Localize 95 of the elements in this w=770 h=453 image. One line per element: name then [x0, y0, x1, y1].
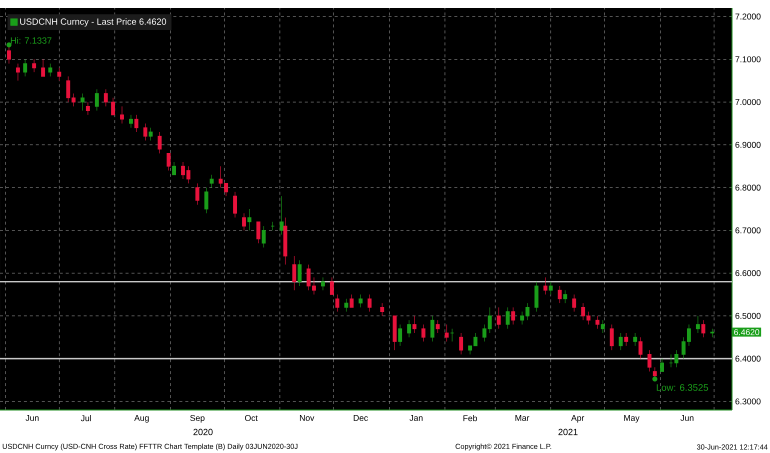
text: 2020: [193, 428, 213, 436]
candlestick: [320, 277, 325, 291]
candlestick: [368, 294, 372, 312]
candlestick: [158, 132, 162, 154]
candlestick: [421, 324, 426, 342]
y-tick-label: 7.1000: [735, 56, 761, 62]
candlestick: [23, 59, 28, 77]
candlestick: [256, 221, 260, 244]
candlestick: [94, 88, 99, 111]
candlestick: [104, 88, 108, 107]
candlestick: [436, 320, 440, 334]
legend-label: USDCNH Curncy - Last Price 6.4620: [20, 18, 166, 27]
candlestick: [148, 127, 153, 141]
y-tick-label: 6.6000: [735, 270, 761, 276]
x-tick-label: May: [624, 415, 640, 423]
candlestick: [143, 123, 148, 141]
candlestick: [696, 316, 700, 334]
x-tick-label: Apr: [571, 415, 584, 423]
candlestick: [534, 281, 538, 312]
candlestick: [57, 68, 62, 81]
candlestick: [335, 294, 340, 312]
candlestick: [292, 256, 296, 291]
x-tick-label: Jan: [410, 415, 423, 421]
candlestick: [638, 336, 642, 359]
candlestick: [624, 332, 628, 346]
candlestick: [660, 358, 664, 372]
candlestick: [633, 332, 638, 346]
candlestick: [380, 302, 384, 316]
candlestick: [298, 260, 302, 286]
candlestick: [412, 316, 416, 334]
candlestick: [444, 324, 449, 342]
candlestick: [172, 162, 176, 176]
candlestick: [430, 316, 434, 342]
x-tick-label: Nov: [300, 415, 314, 421]
candlestick: [496, 307, 501, 330]
candlestick: [166, 153, 171, 171]
annotation: 6.4620: [734, 329, 760, 336]
candlestick: [701, 320, 706, 338]
candlestick: [610, 324, 614, 350]
y-tick-label: 7.0000: [735, 99, 761, 106]
candlestick: [600, 320, 605, 334]
candlestick: [120, 106, 124, 124]
annotation: Hi: 7.1337: [10, 37, 52, 44]
candlestick: [111, 97, 116, 116]
candlestick: [407, 320, 412, 338]
candlestick: [48, 63, 52, 77]
candlestick: [652, 366, 657, 380]
candlestick: [674, 350, 678, 368]
candlestick: [233, 192, 238, 218]
x-tick-label: Aug: [134, 415, 149, 423]
y-tick-label: 6.5000: [735, 312, 761, 319]
candlestick: [134, 114, 138, 132]
candlestick: [195, 183, 200, 206]
candlestick: [41, 59, 46, 77]
x-tick-label: Jun: [26, 415, 39, 421]
y-tick-label: 7.2000: [735, 14, 761, 20]
candlestick: [543, 277, 548, 295]
candlestick: [398, 324, 402, 346]
y-tick-label: 6.8000: [735, 184, 761, 191]
x-tick-label: Jul: [80, 415, 91, 422]
candlestick: [262, 226, 266, 248]
candlestick: [247, 208, 252, 231]
candlestick: [350, 294, 354, 308]
candlestick: [16, 63, 20, 81]
y-tick-label: 6.9000: [735, 142, 761, 148]
candlestick: [210, 174, 214, 188]
x-tick-label: Jun: [680, 415, 694, 421]
candlestick: [563, 290, 568, 304]
candlestick: [330, 277, 334, 295]
candlestick: [242, 212, 246, 231]
candlestick: [86, 102, 90, 116]
x-tick-label: Sep: [190, 415, 205, 423]
annotation: Low: 6.3525: [656, 384, 708, 391]
candlestick: [204, 187, 208, 214]
candlestick: [459, 332, 464, 355]
candlestick: [511, 307, 516, 325]
candlestick: [595, 316, 600, 330]
candlestick: [648, 350, 652, 372]
x-tick-label: Mar: [515, 415, 530, 421]
candlestick: [572, 294, 576, 312]
candlestick: [80, 93, 85, 111]
candlestick: [32, 59, 36, 72]
candlestick: [506, 307, 510, 330]
y-tick-label: 6.3000: [735, 398, 761, 404]
x-tick-label: Feb: [463, 415, 478, 422]
candlestick: [280, 196, 284, 235]
x-tick-label: Dec: [354, 415, 368, 421]
candlestick: [344, 298, 348, 312]
text: 2021: [558, 428, 578, 436]
y-tick-label: 6.7000: [735, 227, 761, 234]
y-tick-label: 6.4000: [735, 356, 761, 362]
candlestick: [548, 281, 553, 295]
candlestick: [358, 294, 363, 308]
x-tick-label: Oct: [245, 415, 258, 421]
candlestick: [129, 114, 133, 128]
